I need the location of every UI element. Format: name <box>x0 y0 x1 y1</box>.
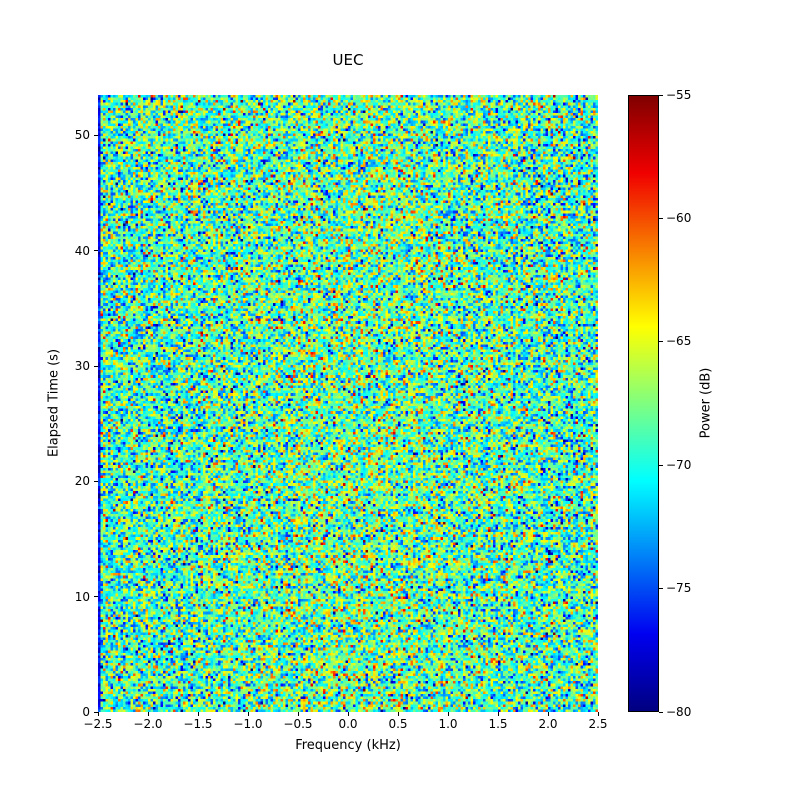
y-tick-label: 50 <box>74 128 90 143</box>
y-tick-label: 30 <box>74 359 90 374</box>
colorbar-tick-label: −75 <box>666 581 692 596</box>
colorbar-tick-mark <box>659 711 663 713</box>
x-axis-label: Frequency (kHz) <box>295 738 401 753</box>
colorbar-tick-mark <box>659 341 663 343</box>
colorbar-label: Power (dB) <box>698 367 714 439</box>
colorbar-tick-label: −80 <box>666 704 692 719</box>
x-tick-label: −2.0 <box>133 717 163 731</box>
y-tick-mark <box>94 596 98 598</box>
colorbar-tick-mark <box>659 588 663 590</box>
colorbar-gradient <box>628 95 659 712</box>
x-tick-mark <box>397 712 399 716</box>
colorbar-tick-mark <box>659 217 663 219</box>
y-tick-mark <box>94 134 98 136</box>
x-tick-mark <box>297 712 299 716</box>
colorbar-tick-mark <box>659 464 663 466</box>
y-tick-mark <box>94 365 98 367</box>
x-tick-mark <box>97 712 99 716</box>
x-tick-label: −2.5 <box>83 717 113 731</box>
x-tick-label: 0.0 <box>338 717 358 731</box>
x-tick-mark <box>547 712 549 716</box>
spectrogram-heatmap <box>98 95 598 712</box>
y-tick-mark <box>94 480 98 482</box>
x-tick-mark <box>197 712 199 716</box>
y-tick-mark <box>94 711 98 713</box>
y-tick-label: 10 <box>74 589 90 604</box>
x-tick-label: −0.5 <box>283 717 313 731</box>
x-tick-mark <box>447 712 449 716</box>
x-tick-mark <box>347 712 349 716</box>
colorbar-tick-label: −65 <box>666 334 692 349</box>
x-tick-label: −1.5 <box>183 717 213 731</box>
x-tick-label: 0.5 <box>388 717 408 731</box>
x-tick-label: −1.0 <box>233 717 263 731</box>
y-tick-label: 40 <box>74 243 90 258</box>
y-tick-label: 0 <box>82 705 90 719</box>
y-tick-mark <box>94 250 98 252</box>
colorbar-tick-label: −55 <box>666 87 692 102</box>
x-tick-label: 1.0 <box>438 717 458 731</box>
y-tick-label: 20 <box>74 474 90 489</box>
x-tick-mark <box>147 712 149 716</box>
x-tick-mark <box>597 712 599 716</box>
colorbar-tick-label: −60 <box>666 210 692 225</box>
colorbar-tick-label: −70 <box>666 457 692 472</box>
x-tick-label: 1.5 <box>488 717 508 731</box>
colorbar-tick-mark <box>659 94 663 96</box>
x-tick-mark <box>497 712 499 716</box>
chart-title: UEC <box>332 51 364 69</box>
x-tick-label: 2.5 <box>588 717 608 731</box>
x-tick-label: 2.0 <box>538 717 558 731</box>
x-tick-mark <box>247 712 249 716</box>
